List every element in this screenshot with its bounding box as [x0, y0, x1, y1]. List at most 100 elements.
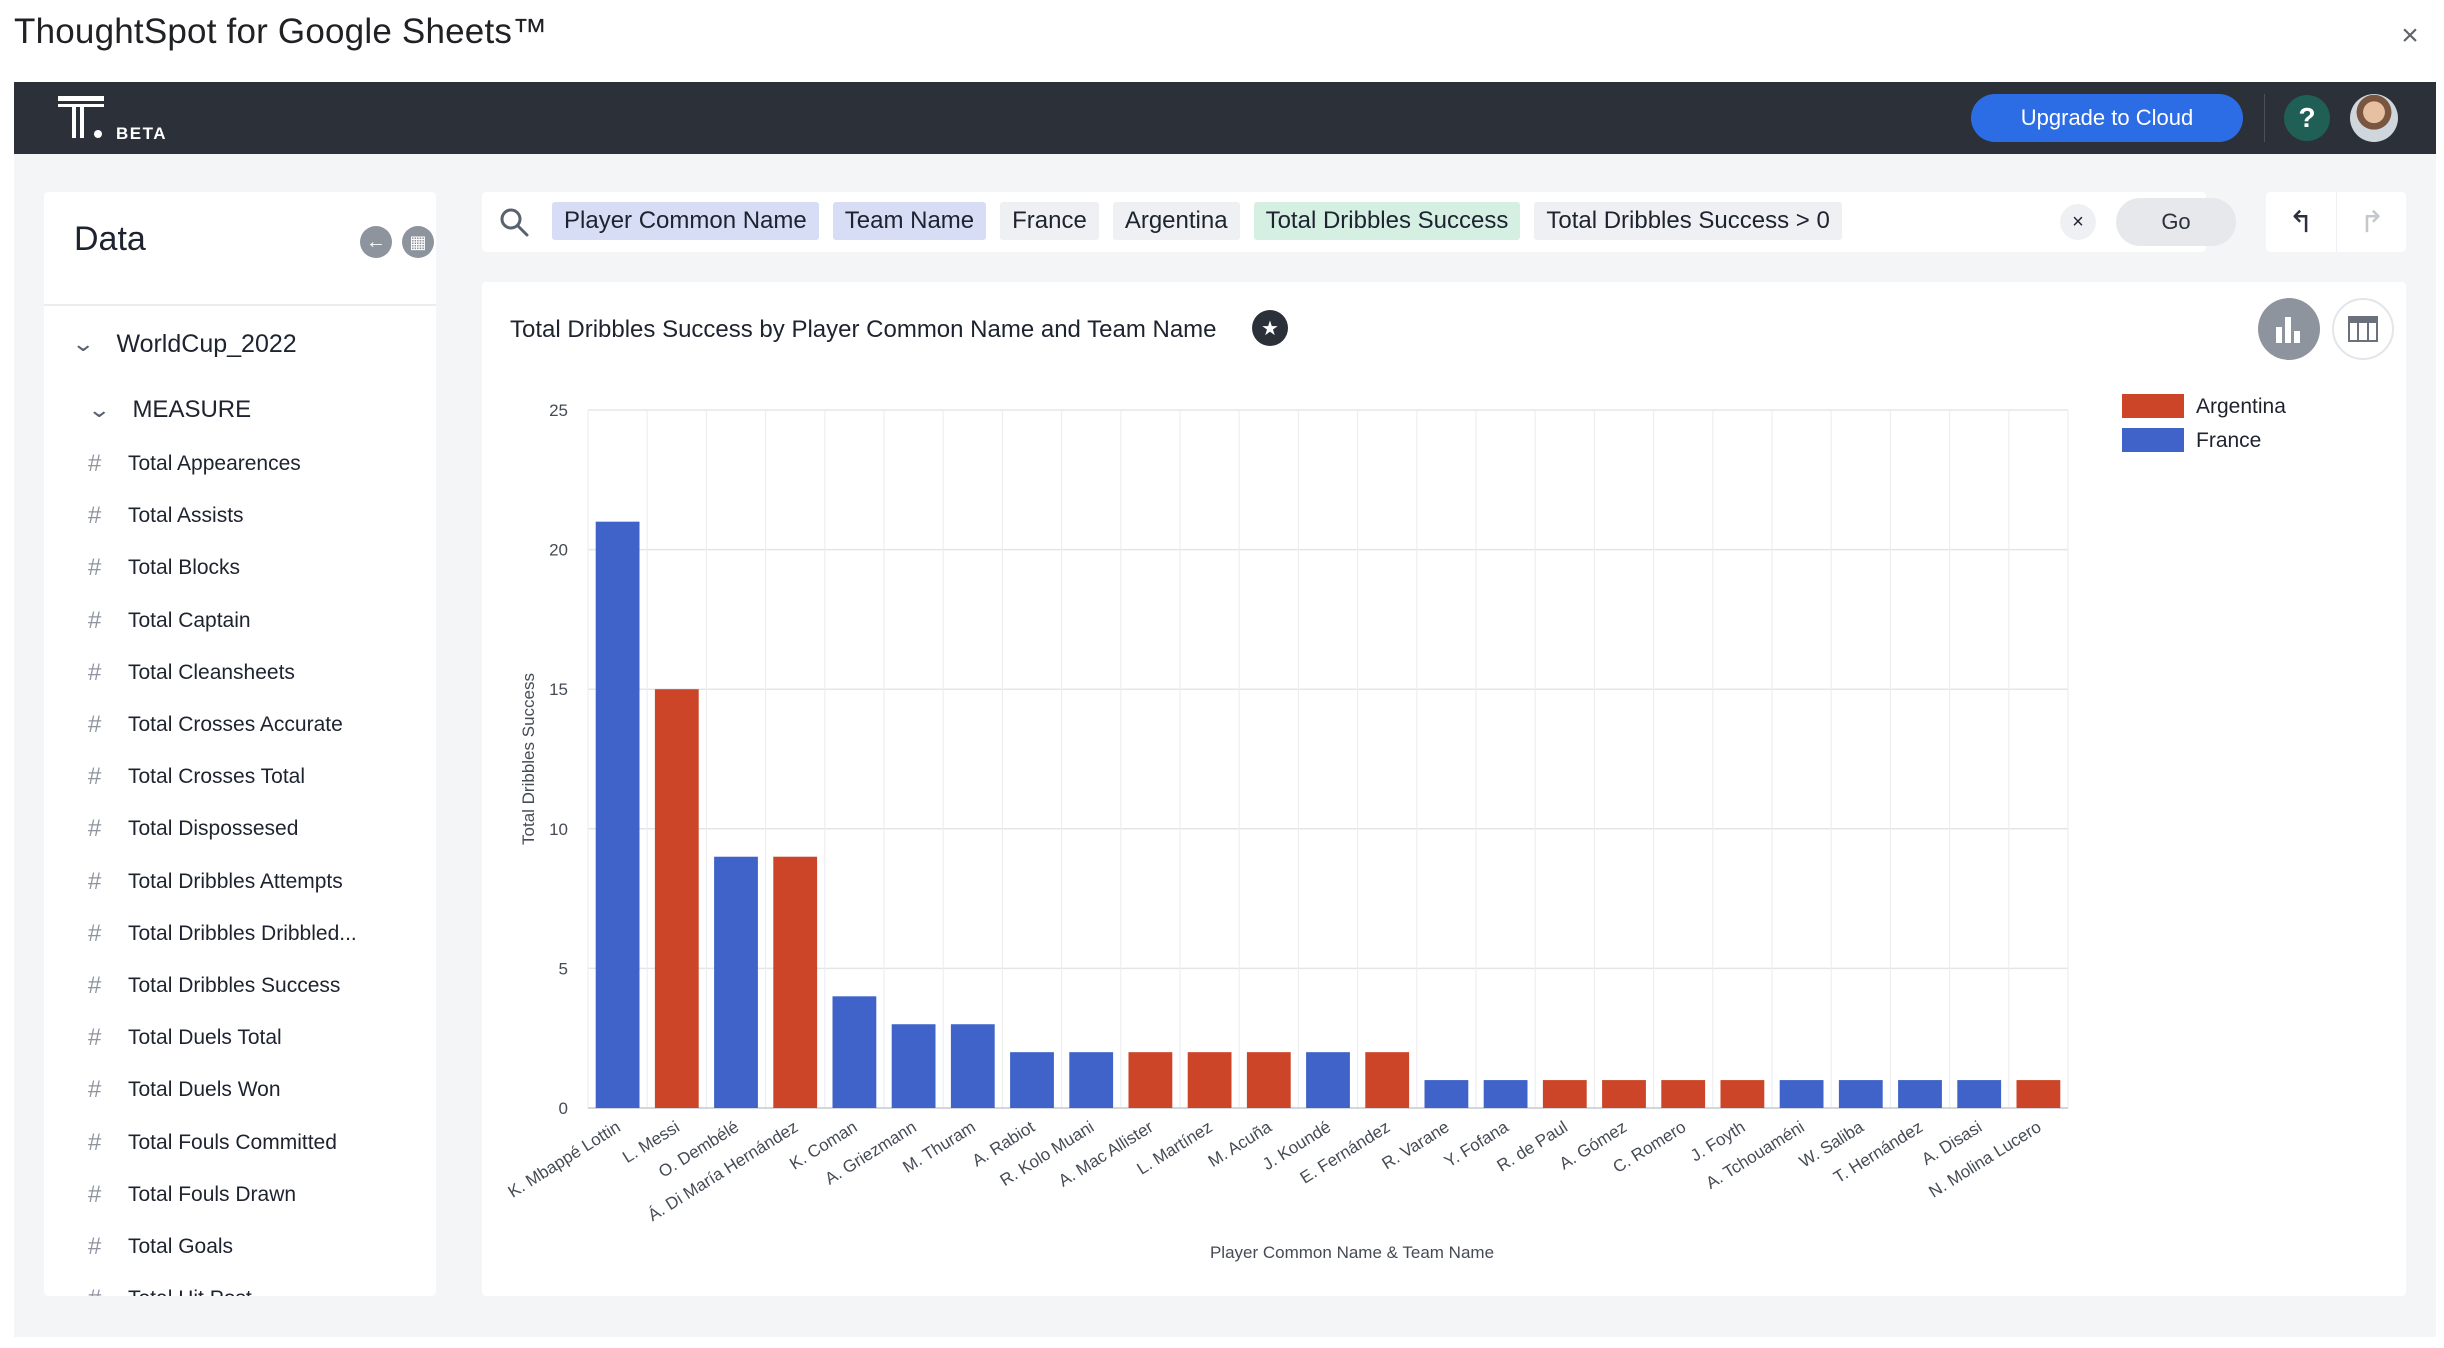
- close-dialog-button[interactable]: ×: [2401, 19, 2419, 52]
- column-item-label: Total Duels Total: [128, 1026, 282, 1050]
- hash-icon: #: [88, 1024, 102, 1052]
- y-tick-label: 20: [549, 541, 568, 560]
- star-icon[interactable]: ★: [1252, 310, 1288, 346]
- column-item-label: Total Captain: [128, 608, 251, 632]
- search-token[interactable]: Total Dribbles Success: [1253, 202, 1521, 240]
- column-item[interactable]: # Total Fouls Drawn: [88, 1175, 296, 1215]
- thoughtspot-logo-icon[interactable]: [58, 96, 104, 140]
- data-sidebar: Data ← ▦ ⌄ WorldCup_2022 ⌄ MEASURE # Tota…: [44, 192, 436, 1296]
- bar[interactable]: [832, 996, 877, 1108]
- bar[interactable]: [1779, 1080, 1824, 1108]
- bar[interactable]: [1602, 1080, 1646, 1108]
- column-item[interactable]: # Total Dribbles Attempts: [88, 862, 343, 902]
- bar[interactable]: [595, 521, 640, 1108]
- hash-icon: #: [88, 711, 102, 738]
- hash-icon: #: [88, 1233, 102, 1260]
- app-topbar: BETA Upgrade to Cloud ?: [14, 82, 2436, 154]
- hash-icon: #: [88, 972, 102, 999]
- datasource-name: WorldCup_2022: [116, 329, 297, 358]
- y-tick-label: 0: [559, 1099, 568, 1118]
- bar[interactable]: [1542, 1080, 1587, 1108]
- bar[interactable]: [1010, 1052, 1054, 1108]
- bar[interactable]: [1128, 1052, 1173, 1108]
- bar[interactable]: [2016, 1080, 2061, 1108]
- bar[interactable]: [1187, 1052, 1232, 1108]
- user-avatar[interactable]: [2350, 94, 2398, 142]
- bar[interactable]: [1483, 1080, 1528, 1108]
- column-item-label: Total Dribbles Attempts: [128, 869, 343, 893]
- column-item[interactable]: # Total Dribbles Dribbled...: [88, 914, 357, 954]
- column-item[interactable]: # Total Captain: [88, 601, 251, 641]
- bar[interactable]: [1365, 1052, 1410, 1108]
- chart-view-button[interactable]: [2258, 298, 2320, 360]
- y-axis-title: Total Dribbles Success: [519, 673, 538, 845]
- bar[interactable]: [714, 856, 758, 1108]
- bar[interactable]: [1838, 1080, 1883, 1108]
- undo-icon[interactable]: ↰: [2288, 205, 2314, 239]
- redo-icon[interactable]: ↱: [2336, 192, 2407, 252]
- calculator-icon[interactable]: ▦: [402, 226, 434, 258]
- column-item-label: Total Appearences: [128, 452, 301, 475]
- datasource-row[interactable]: ⌄ WorldCup_2022: [71, 324, 297, 364]
- hash-icon: #: [88, 919, 102, 947]
- column-item[interactable]: # Total Cleansheets: [88, 653, 295, 693]
- search-token[interactable]: France: [1000, 202, 1099, 240]
- legend-label: France: [2196, 429, 2261, 452]
- bar[interactable]: [1898, 1080, 1942, 1108]
- column-item[interactable]: # Total Duels Total: [88, 1018, 282, 1058]
- column-item[interactable]: # Total Blocks: [88, 548, 240, 588]
- collapse-sidebar-icon[interactable]: ←: [360, 226, 392, 258]
- table-view-button[interactable]: [2332, 298, 2394, 360]
- hash-icon: #: [88, 658, 102, 686]
- x-tick-label: K. Mbappé Lottin: [505, 1117, 624, 1201]
- dialog-title: ThoughtSpot for Google Sheets™: [14, 12, 548, 51]
- bar[interactable]: [1424, 1080, 1469, 1108]
- bar[interactable]: [950, 1024, 995, 1108]
- chevron-down-icon: ⌄: [71, 331, 96, 356]
- bar[interactable]: [1720, 1080, 1765, 1108]
- column-item-label: Total Dispossesed: [128, 817, 299, 841]
- bar[interactable]: [654, 689, 699, 1108]
- bar[interactable]: [1069, 1052, 1114, 1108]
- bar[interactable]: [891, 1024, 936, 1108]
- column-item[interactable]: # Total Appearences: [88, 444, 301, 484]
- column-item[interactable]: # Total Goals: [88, 1227, 233, 1267]
- hash-icon: #: [88, 450, 102, 477]
- column-item[interactable]: # Total Dispossesed: [88, 809, 298, 849]
- column-item[interactable]: # Total Fouls Committed: [88, 1123, 337, 1163]
- hash-icon: #: [88, 1285, 128, 1296]
- beta-label: BETA: [116, 124, 168, 143]
- column-item[interactable]: # Total Duels Won: [88, 1070, 281, 1110]
- column-item[interactable]: # Total Crosses Accurate: [88, 705, 343, 745]
- column-item[interactable]: #Total Hit Post: [88, 1279, 252, 1296]
- column-item-label: Total Blocks: [128, 556, 241, 580]
- column-item-label: Total Assists: [128, 504, 244, 528]
- go-button[interactable]: Go: [2116, 198, 2236, 246]
- bar[interactable]: [1661, 1080, 1706, 1108]
- search-icon: [498, 206, 530, 238]
- upgrade-to-cloud-button[interactable]: Upgrade to Cloud: [1971, 94, 2243, 142]
- column-item-label: Total Cleansheets: [128, 660, 295, 684]
- column-item[interactable]: # Total Assists: [88, 496, 244, 536]
- bar[interactable]: [773, 856, 818, 1108]
- bar[interactable]: [1306, 1052, 1350, 1108]
- measure-group-row[interactable]: ⌄ MEASURE: [87, 390, 251, 430]
- column-item[interactable]: # Total Dribbles Success: [88, 966, 340, 1006]
- x-tick-label: A. Tchouaméni: [1703, 1117, 1808, 1193]
- main-area: Data ← ▦ ⌄ WorldCup_2022 ⌄ MEASURE # Tota…: [14, 154, 2436, 1337]
- bar[interactable]: [1246, 1052, 1291, 1108]
- column-item-label: Total Duels Won: [128, 1078, 281, 1102]
- chart-title: Total Dribbles Success by Player Common …: [510, 316, 1217, 343]
- search-token[interactable]: Player Common Name: [552, 202, 819, 240]
- bar[interactable]: [1957, 1080, 2002, 1108]
- hash-icon: #: [88, 763, 102, 791]
- help-button[interactable]: ?: [2284, 95, 2330, 141]
- clear-search-button[interactable]: ×: [2060, 204, 2096, 240]
- column-item-label: Total Fouls Committed: [128, 1130, 337, 1154]
- search-token[interactable]: Total Dribbles Success > 0: [1534, 202, 1842, 240]
- column-item[interactable]: # Total Crosses Total: [88, 757, 305, 797]
- search-token[interactable]: Argentina: [1112, 202, 1240, 240]
- search-token[interactable]: Team Name: [832, 202, 987, 240]
- y-tick-label: 10: [549, 820, 568, 839]
- search-bar[interactable]: Player Common Name Team Name France Argenti…: [482, 192, 2236, 252]
